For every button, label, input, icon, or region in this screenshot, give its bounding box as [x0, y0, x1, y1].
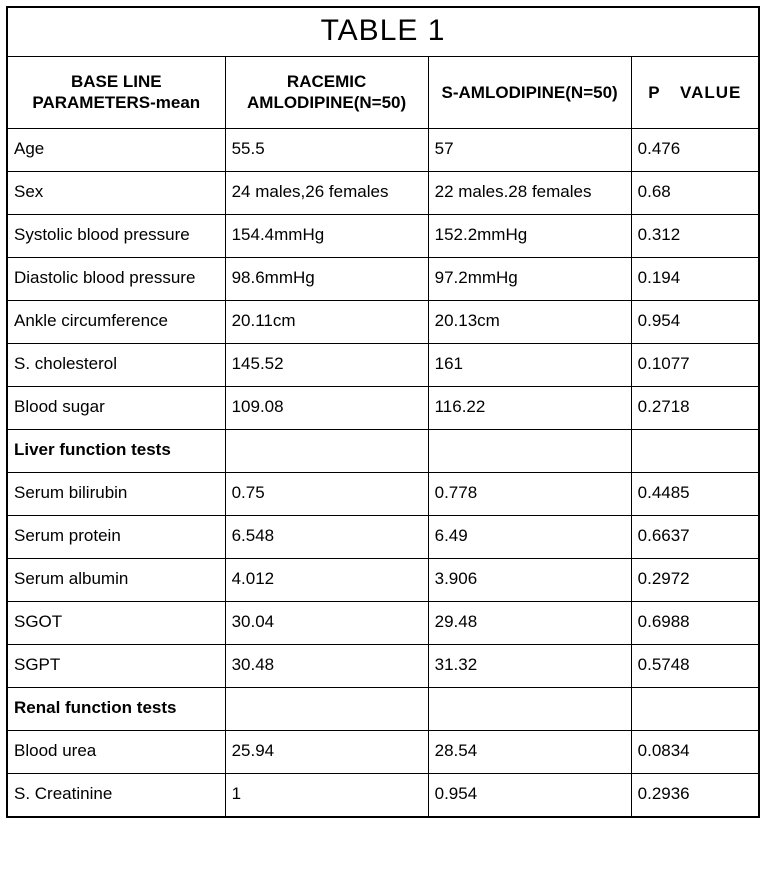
value-cell: 145.52: [225, 343, 428, 386]
table-row: Serum protein6.5486.490.6637: [7, 515, 759, 558]
col-header-parameter: BASE LINE PARAMETERS-mean: [7, 57, 225, 129]
value-cell: 116.22: [428, 386, 631, 429]
value-cell: 0.778: [428, 472, 631, 515]
value-cell: [428, 687, 631, 730]
value-cell: [631, 429, 759, 472]
value-cell: 0.2936: [631, 773, 759, 817]
table-row: Blood sugar109.08116.220.2718: [7, 386, 759, 429]
value-cell: 152.2mmHg: [428, 214, 631, 257]
value-cell: 4.012: [225, 558, 428, 601]
value-cell: 0.6637: [631, 515, 759, 558]
table-row: Blood urea25.9428.540.0834: [7, 730, 759, 773]
value-cell: 0.954: [631, 300, 759, 343]
value-cell: 25.94: [225, 730, 428, 773]
parameter-cell: SGOT: [7, 601, 225, 644]
value-cell: 57: [428, 128, 631, 171]
value-cell: 154.4mmHg: [225, 214, 428, 257]
value-cell: 3.906: [428, 558, 631, 601]
value-cell: 30.04: [225, 601, 428, 644]
parameter-cell: Age: [7, 128, 225, 171]
table-row: Age55.5570.476: [7, 128, 759, 171]
value-cell: 1: [225, 773, 428, 817]
data-table: TABLE 1 BASE LINE PARAMETERS-mean RACEMI…: [6, 6, 760, 818]
parameter-cell: Liver function tests: [7, 429, 225, 472]
value-cell: 0.194: [631, 257, 759, 300]
table-row: Systolic blood pressure154.4mmHg152.2mmH…: [7, 214, 759, 257]
parameter-cell: Serum bilirubin: [7, 472, 225, 515]
table-title: TABLE 1: [7, 7, 759, 57]
value-cell: 109.08: [225, 386, 428, 429]
value-cell: 0.6988: [631, 601, 759, 644]
parameter-cell: S. cholesterol: [7, 343, 225, 386]
value-cell: [225, 429, 428, 472]
col-header-s-amlodipine: S-AMLODIPINE(N=50): [428, 57, 631, 129]
value-cell: 0.954: [428, 773, 631, 817]
value-cell: 0.5748: [631, 644, 759, 687]
table-row: Liver function tests: [7, 429, 759, 472]
table-row: Diastolic blood pressure98.6mmHg97.2mmHg…: [7, 257, 759, 300]
value-cell: 20.11cm: [225, 300, 428, 343]
parameter-cell: Sex: [7, 171, 225, 214]
value-cell: 97.2mmHg: [428, 257, 631, 300]
table-row: SGOT30.0429.480.6988: [7, 601, 759, 644]
value-cell: 0.476: [631, 128, 759, 171]
value-cell: 31.32: [428, 644, 631, 687]
table-row: Sex24 males,26 females22 males.28 female…: [7, 171, 759, 214]
parameter-cell: Blood sugar: [7, 386, 225, 429]
table-row: Renal function tests: [7, 687, 759, 730]
parameter-cell: Serum albumin: [7, 558, 225, 601]
table-body: TABLE 1 BASE LINE PARAMETERS-mean RACEMI…: [7, 7, 759, 817]
value-cell: 0.75: [225, 472, 428, 515]
parameter-cell: Serum protein: [7, 515, 225, 558]
value-cell: 6.49: [428, 515, 631, 558]
value-cell: 0.1077: [631, 343, 759, 386]
value-cell: [631, 687, 759, 730]
value-cell: 0.68: [631, 171, 759, 214]
value-cell: 0.312: [631, 214, 759, 257]
parameter-cell: S. Creatinine: [7, 773, 225, 817]
value-cell: 24 males,26 females: [225, 171, 428, 214]
value-cell: 55.5: [225, 128, 428, 171]
parameter-cell: Systolic blood pressure: [7, 214, 225, 257]
parameter-cell: Blood urea: [7, 730, 225, 773]
value-cell: 98.6mmHg: [225, 257, 428, 300]
parameter-cell: Ankle circumference: [7, 300, 225, 343]
value-cell: 0.2972: [631, 558, 759, 601]
parameter-cell: Renal function tests: [7, 687, 225, 730]
value-cell: 161: [428, 343, 631, 386]
title-row: TABLE 1: [7, 7, 759, 57]
value-cell: 6.548: [225, 515, 428, 558]
table-container: TABLE 1 BASE LINE PARAMETERS-mean RACEMI…: [0, 0, 766, 824]
value-cell: 0.4485: [631, 472, 759, 515]
table-row: SGPT30.4831.320.5748: [7, 644, 759, 687]
table-row: Serum bilirubin0.750.7780.4485: [7, 472, 759, 515]
col-header-p-value: P VALUE: [631, 57, 759, 129]
value-cell: [225, 687, 428, 730]
value-cell: [428, 429, 631, 472]
value-cell: 0.0834: [631, 730, 759, 773]
parameter-cell: SGPT: [7, 644, 225, 687]
value-cell: 28.54: [428, 730, 631, 773]
table-row: Serum albumin4.0123.9060.2972: [7, 558, 759, 601]
table-row: S. Creatinine10.9540.2936: [7, 773, 759, 817]
value-cell: 20.13cm: [428, 300, 631, 343]
header-row: BASE LINE PARAMETERS-mean RACEMIC AMLODI…: [7, 57, 759, 129]
value-cell: 29.48: [428, 601, 631, 644]
value-cell: 22 males.28 females: [428, 171, 631, 214]
table-row: Ankle circumference20.11cm20.13cm0.954: [7, 300, 759, 343]
value-cell: 0.2718: [631, 386, 759, 429]
parameter-cell: Diastolic blood pressure: [7, 257, 225, 300]
table-row: S. cholesterol145.521610.1077: [7, 343, 759, 386]
value-cell: 30.48: [225, 644, 428, 687]
col-header-racemic: RACEMIC AMLODIPINE(N=50): [225, 57, 428, 129]
